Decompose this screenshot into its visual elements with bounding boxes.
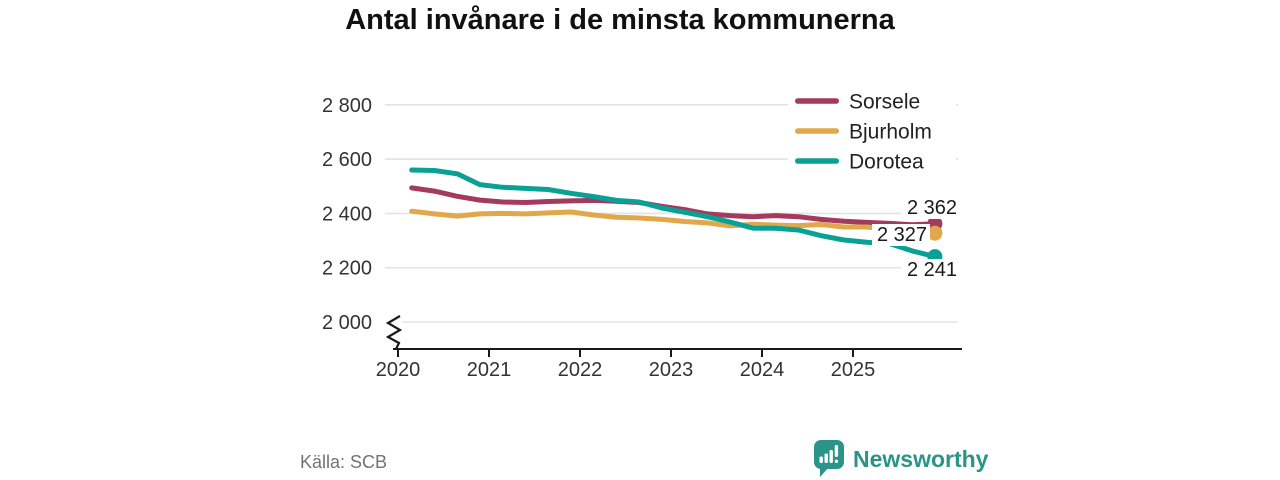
x-tick-label: 2020 (376, 359, 421, 381)
y-tick-label: 2 600 (322, 149, 372, 171)
end-label-bg (901, 259, 961, 281)
end-label-bg (872, 224, 930, 246)
x-tick-label: 2025 (831, 359, 876, 381)
legend: Sorsele Bjurholm Dorotea (788, 89, 956, 174)
end-label-bjurholm: 2 327 (877, 224, 927, 246)
end-label-sorsele: 2 362 (907, 197, 957, 219)
series-line-bjurholm (409, 208, 938, 236)
series-line-dorotea (409, 167, 938, 260)
legend-label: Sorsele (849, 91, 920, 114)
legend-label: Dorotea (849, 151, 924, 174)
newsworthy-logo-icon (814, 440, 844, 477)
x-tick-label: 2021 (467, 359, 512, 381)
series-end-dot-bjurholm (927, 225, 943, 241)
x-axis-labels: 2020 2021 2022 2023 2024 2025 (376, 359, 876, 381)
legend-swatch (795, 128, 839, 134)
x-tick-label: 2024 (740, 359, 785, 381)
legend-swatch (795, 98, 839, 104)
x-axis (385, 315, 962, 357)
y-tick-label: 2 800 (322, 95, 372, 117)
y-tick-label: 2 200 (322, 258, 372, 280)
branding: Newsworthy (814, 440, 988, 478)
x-tick-label: 2022 (558, 359, 603, 381)
legend-item-bjurholm: Bjurholm (788, 119, 956, 144)
x-tick-label: 2023 (649, 359, 694, 381)
legend-label: Bjurholm (849, 121, 932, 144)
axis-break-icon (385, 315, 403, 350)
chart-title: Antal invånare i de minsta kommunerna (345, 4, 895, 36)
y-tick-label: 2 000 (322, 312, 372, 334)
branding-name: Newsworthy (853, 445, 989, 472)
source-note: Källa: SCB (300, 452, 388, 472)
y-tick-label: 2 400 (322, 203, 372, 225)
legend-item-dorotea: Dorotea (788, 149, 956, 174)
y-axis-labels: 2 000 2 200 2 400 2 600 2 800 (322, 95, 372, 334)
end-label-bg (901, 197, 961, 219)
end-label-dorotea: 2 241 (907, 259, 957, 281)
legend-item-sorsele: Sorsele (788, 89, 956, 114)
legend-swatch (795, 158, 839, 164)
